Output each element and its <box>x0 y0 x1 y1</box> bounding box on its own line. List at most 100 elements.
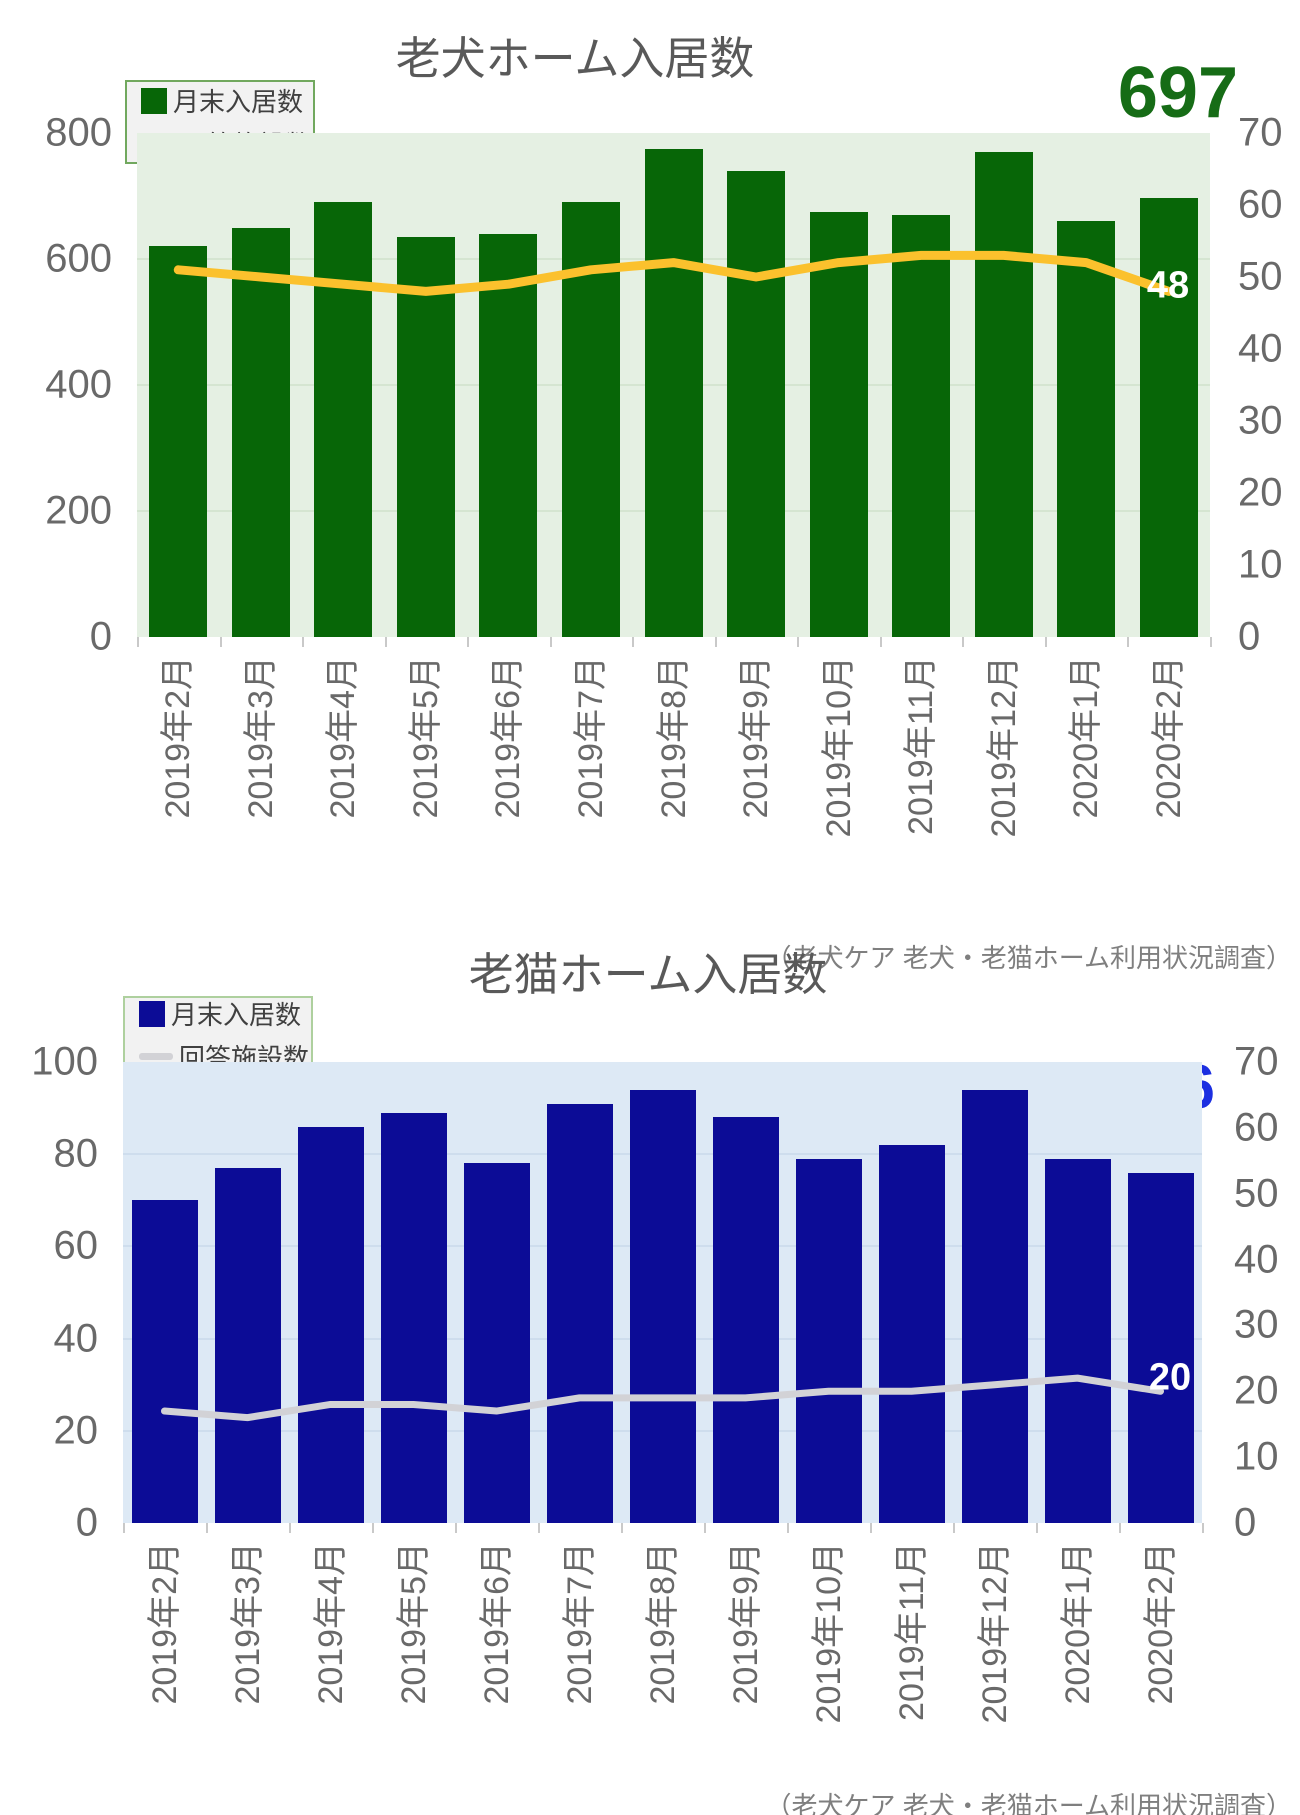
dog-legend-bar-label: 月末入居数 <box>173 87 304 117</box>
x-label-text: 2019年5月 <box>406 656 445 819</box>
x-label-text: 2019年3月 <box>228 1542 267 1705</box>
bar-2020年1月 <box>1044 1158 1111 1523</box>
cat-chart-title: 老猫ホーム入居数 <box>468 949 828 1000</box>
x-tick <box>137 637 139 647</box>
bar-2020年1月 <box>1057 221 1116 637</box>
x-label-text: 2019年8月 <box>654 656 693 819</box>
x-tick <box>632 637 635 647</box>
x-tick <box>289 1523 291 1533</box>
right-axis-tick: 70 <box>1234 1039 1279 1084</box>
x-tick <box>621 1523 623 1533</box>
x-tick <box>467 637 470 647</box>
x-label-text: 2019年4月 <box>311 1542 350 1705</box>
bar-2019年10月 <box>795 1158 862 1523</box>
x-label-text: 2020年2月 <box>1141 1542 1180 1705</box>
x-label-text: 2019年5月 <box>394 1542 433 1705</box>
bar-2019年11月 <box>892 214 951 637</box>
bar-2019年8月 <box>644 148 703 637</box>
cat-plot-area <box>123 1062 1202 1523</box>
left-axis-tick: 600 <box>45 236 112 281</box>
bar-swatch-icon <box>139 1000 165 1027</box>
x-label-text: 2019年10月 <box>819 656 858 838</box>
bar-2019年9月 <box>727 170 786 637</box>
x-tick <box>302 637 305 647</box>
x-tick <box>384 637 387 647</box>
bar-2019年5月 <box>380 1112 447 1523</box>
facility-count-line <box>161 1374 1164 1422</box>
right-axis-tick: 10 <box>1234 1434 1279 1479</box>
line-swatch-icon <box>139 1053 173 1060</box>
right-axis-tick: 40 <box>1234 1237 1279 1282</box>
x-tick <box>538 1523 540 1533</box>
bar-2019年2月 <box>131 1200 198 1523</box>
bar-2019年6月 <box>463 1163 530 1523</box>
bar-2019年4月 <box>314 202 373 637</box>
x-tick <box>549 637 552 647</box>
left-axis-tick: 0 <box>89 614 112 659</box>
x-tick <box>1119 1523 1121 1533</box>
bar-2019年5月 <box>396 236 455 637</box>
bar-2019年11月 <box>878 1144 945 1523</box>
x-label-text: 2019年8月 <box>643 1542 682 1705</box>
bar-2019年6月 <box>479 233 538 637</box>
x-label-text: 2019年6月 <box>477 1542 516 1705</box>
x-label-text: 2019年4月 <box>324 656 363 819</box>
facility-count-line <box>173 250 1174 296</box>
left-axis-tick: 800 <box>45 110 112 155</box>
x-tick <box>704 1523 706 1533</box>
bar-2019年4月 <box>297 1126 364 1523</box>
dog-latest-value: 697 <box>1117 53 1238 133</box>
left-axis-tick: 60 <box>53 1223 99 1268</box>
x-tick <box>962 637 965 647</box>
x-tick <box>797 637 800 647</box>
bar-2019年8月 <box>629 1089 696 1523</box>
bar-2019年9月 <box>712 1117 779 1523</box>
x-tick <box>455 1523 457 1533</box>
x-tick <box>870 1523 872 1533</box>
left-axis-tick: 40 <box>53 1316 99 1361</box>
bar-2020年2月 <box>1127 1172 1194 1523</box>
cat-source-note: （老犬ケア 老犬・老猫ホーム利用状況調査） <box>765 1791 1292 1815</box>
x-tick <box>1210 637 1212 647</box>
bar-2019年12月 <box>974 151 1033 637</box>
dog-chart-title: 老犬ホーム入居数 <box>395 33 755 84</box>
right-axis-tick: 0 <box>1234 1500 1257 1545</box>
right-axis-tick: 10 <box>1238 542 1283 587</box>
right-axis-tick: 70 <box>1238 110 1283 155</box>
x-label-text: 2019年11月 <box>902 656 941 835</box>
right-axis-tick: 30 <box>1238 398 1283 443</box>
x-tick <box>1202 1523 1204 1533</box>
x-tick <box>219 637 222 647</box>
right-axis-tick: 60 <box>1234 1105 1279 1150</box>
right-axis-tick: 20 <box>1238 470 1283 515</box>
line-end-value-label: 48 <box>1146 264 1190 307</box>
x-label-text: 2019年11月 <box>892 1542 931 1721</box>
bar-2019年3月 <box>214 1168 281 1523</box>
right-axis-tick: 30 <box>1234 1302 1279 1347</box>
dog-source-note: （老犬ケア 老犬・老猫ホーム利用状況調査） <box>765 943 1292 973</box>
bar-2019年3月 <box>231 227 290 637</box>
right-axis-tick: 50 <box>1234 1171 1279 1216</box>
right-axis-tick: 20 <box>1234 1368 1279 1413</box>
bar-2019年2月 <box>149 246 208 637</box>
x-label-text: 2019年3月 <box>241 656 280 819</box>
x-label-2020年2月: 2020年2月 <box>1141 1542 1300 1705</box>
x-label-text: 2019年2月 <box>145 1542 184 1705</box>
x-tick <box>123 1523 125 1533</box>
right-axis-tick: 40 <box>1238 326 1283 371</box>
x-label-text: 2019年2月 <box>159 656 198 819</box>
x-tick <box>1036 1523 1038 1533</box>
x-tick <box>879 637 882 647</box>
cat-legend-bar-label: 月末入居数 <box>171 1000 302 1030</box>
x-tick <box>953 1523 955 1533</box>
x-tick <box>1044 637 1047 647</box>
bar-2020年2月 <box>1139 197 1198 637</box>
left-axis-tick: 0 <box>75 1500 98 1545</box>
x-tick <box>1127 637 1130 647</box>
left-axis-tick: 20 <box>53 1408 99 1453</box>
left-axis-tick: 400 <box>45 362 112 407</box>
bar-2019年7月 <box>546 1103 613 1523</box>
x-label-text: 2019年12月 <box>984 656 1023 838</box>
x-label-text: 2019年7月 <box>560 1542 599 1705</box>
dog-plot-area <box>137 133 1210 637</box>
